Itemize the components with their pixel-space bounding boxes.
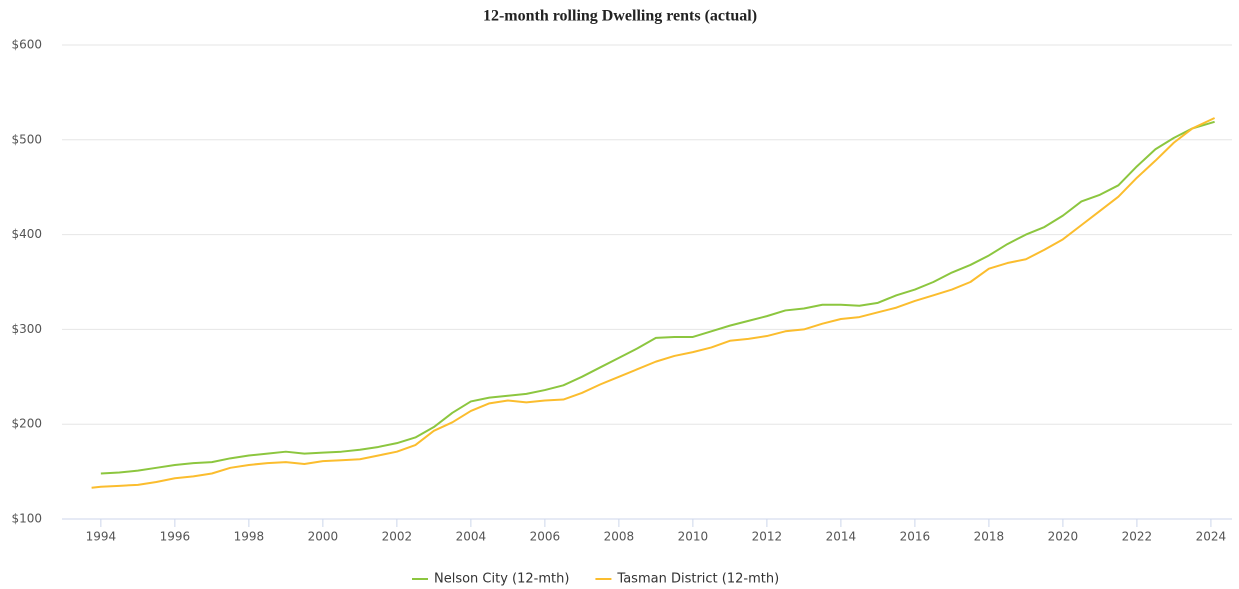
y-tick-label: $300	[11, 322, 42, 336]
legend-label: Tasman District (12-mth)	[616, 572, 779, 587]
x-tick-label: 2004	[456, 530, 487, 544]
x-tick-label: 1994	[86, 530, 117, 544]
x-tick-label: 2010	[678, 530, 709, 544]
legend-label: Nelson City (12-mth)	[434, 572, 569, 587]
x-tick-label: 2022	[1122, 530, 1153, 544]
chart-title: 12-month rolling Dwelling rents (actual)	[483, 8, 757, 25]
x-tick-label: 2000	[308, 530, 339, 544]
x-tick-label: 2018	[974, 530, 1005, 544]
y-tick-label: $600	[11, 38, 42, 52]
x-tick-label: 2024	[1196, 530, 1227, 544]
y-tick-label: $100	[11, 512, 42, 526]
series-line	[100, 120, 1215, 475]
x-tick-label: 2014	[826, 530, 857, 544]
x-tick-label: 2002	[382, 530, 413, 544]
x-tick-label: 2020	[1048, 530, 1079, 544]
x-tick-label: 2008	[604, 530, 635, 544]
y-tick-label: $200	[11, 417, 42, 431]
y-tick-label: $500	[11, 132, 42, 146]
x-tick-label: 2006	[530, 530, 561, 544]
x-tick-label: 2016	[900, 530, 931, 544]
x-tick-label: 1998	[234, 530, 265, 544]
y-tick-label: $400	[11, 227, 42, 241]
x-tick-label: 2012	[752, 530, 783, 544]
x-tick-label: 1996	[160, 530, 191, 544]
series-line	[91, 117, 1216, 489]
